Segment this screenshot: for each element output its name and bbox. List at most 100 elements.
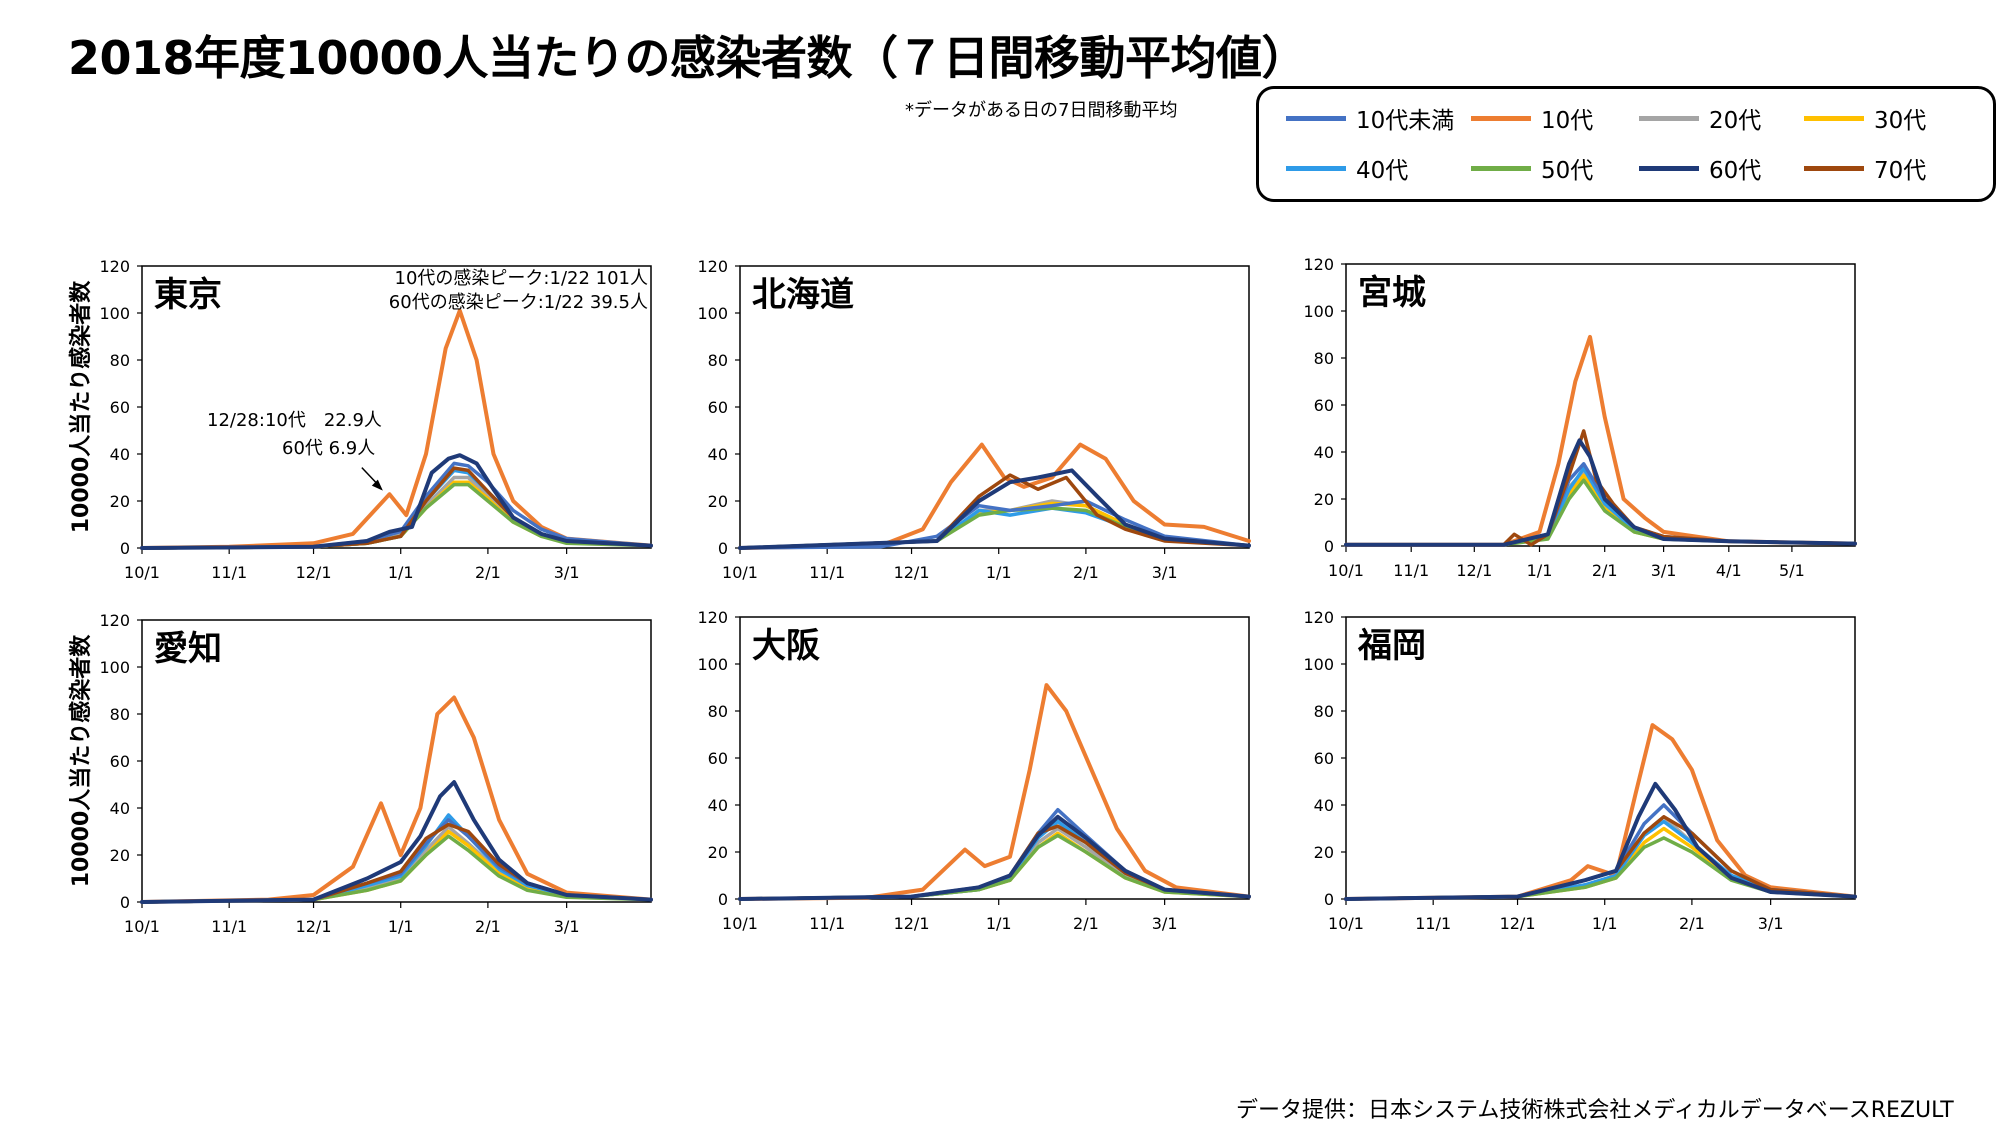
y-tick-label: 0	[718, 890, 728, 909]
y-tick-label: 120	[99, 611, 130, 630]
y-tick-label: 100	[697, 655, 728, 674]
chart-panel: 0 20 40 60 80 100 120 10/1 11/1 12/1 1/1 2/1 3/1 4/1 5…	[1303, 255, 1857, 580]
x-tick-label: 1/1	[1527, 561, 1553, 580]
series-line	[1344, 781, 1857, 901]
x-tick-label: 1/1	[388, 917, 414, 936]
y-tick-label: 120	[697, 608, 728, 627]
peak-annotation: 60代の感染ピーク:1/22 39.5人	[389, 292, 648, 313]
x-tick-label: 1/1	[986, 563, 1012, 582]
y-tick-label: 100	[697, 304, 728, 323]
panel-title: 大阪	[752, 626, 820, 666]
y-tick-label: 80	[708, 351, 728, 370]
y-tick-label: 20	[1314, 843, 1334, 862]
x-tick-label: 12/1	[894, 563, 930, 582]
x-tick-label: 10/1	[124, 917, 160, 936]
x-tick-label: 10/1	[1328, 561, 1364, 580]
y-tick-label: 80	[110, 351, 130, 370]
y-tick-label: 40	[708, 796, 728, 815]
y-axis-label-bottom: 10000人当たり感染者数	[68, 634, 94, 888]
chart-panel: 0 20 40 60 80 100 120 10/1 11/1 12/1 1/1 2/1 3/1 北海道	[697, 257, 1251, 582]
legend-swatch-2	[1471, 115, 1531, 121]
plot-frame	[1345, 616, 1856, 900]
series-line	[140, 308, 653, 550]
legend-label: 40代	[1356, 158, 1409, 184]
series-line	[738, 683, 1251, 901]
chart-panel: 0 20 40 60 80 100 120 10/1 11/1 12/1 1/1 2/1 3/1 東京 10…	[99, 257, 653, 582]
y-tick-label: 80	[1314, 702, 1334, 721]
x-tick-label: 11/1	[211, 563, 247, 582]
series-line	[738, 442, 1251, 550]
panel-title: 北海道	[752, 275, 854, 315]
x-tick-label: 2/1	[475, 917, 501, 936]
x-tick-label: 11/1	[1393, 561, 1429, 580]
legend-label: 10代	[1541, 108, 1594, 134]
x-tick-label: 12/1	[296, 563, 332, 582]
series-line	[738, 814, 1251, 901]
legend-label: 60代	[1709, 158, 1762, 184]
y-tick-label: 120	[1303, 608, 1334, 627]
panel-title: 福岡	[1357, 626, 1426, 666]
legend-item: 70代	[1804, 151, 1926, 185]
y-tick-label: 0	[1324, 537, 1334, 556]
x-tick-label: 2/1	[475, 563, 501, 582]
x-tick-label: 3/1	[554, 917, 580, 936]
legend-label: 50代	[1541, 158, 1594, 184]
x-tick-label: 11/1	[809, 563, 845, 582]
y-tick-label: 20	[110, 492, 130, 511]
y-tick-label: 80	[708, 702, 728, 721]
legend-label: 30代	[1874, 108, 1927, 134]
y-tick-label: 60	[110, 398, 130, 417]
y-tick-label: 0	[120, 539, 130, 558]
x-tick-label: 3/1	[1152, 563, 1178, 582]
y-tick-label: 20	[110, 846, 130, 865]
data-source-credit: データ提供：日本システム技術株式会社メディカルデータベースREZULT	[1236, 1098, 1954, 1123]
moving-average-note: *データがある日の7日間移動平均	[905, 100, 1178, 121]
series-line	[140, 834, 653, 904]
y-tick-label: 0	[1324, 890, 1334, 909]
x-tick-label: 1/1	[986, 914, 1012, 933]
legend-label: 70代	[1874, 158, 1927, 184]
y-tick-label: 0	[718, 539, 728, 558]
legend-swatch-5	[1286, 165, 1346, 171]
y-tick-label: 100	[99, 658, 130, 677]
x-tick-label: 2/1	[1592, 561, 1618, 580]
legend-label: 10代未満	[1356, 108, 1455, 134]
y-tick-label: 100	[1303, 655, 1334, 674]
series-line	[140, 453, 653, 550]
series-line	[1344, 723, 1857, 901]
x-tick-label: 3/1	[1651, 561, 1677, 580]
page-title: 2018年度10000人当たりの感染者数（７日間移動平均値）	[68, 31, 1308, 85]
series-line	[140, 780, 653, 904]
y-tick-label: 0	[120, 893, 130, 912]
legend: 10代未満 10代 20代 30代 40代 50代 60代 70代	[1256, 86, 1996, 202]
callout-annotation: 60代 6.9人	[282, 438, 375, 459]
chart-panel: 0 20 40 60 80 100 120 10/1 11/1 12/1 1/1 2/1 3/1 福岡	[1303, 608, 1857, 933]
legend-item: 40代	[1286, 151, 1408, 185]
x-tick-label: 12/1	[1500, 914, 1536, 933]
chart-panel: 0 20 40 60 80 100 120 10/1 11/1 12/1 1/1 2/1 3/1 愛知	[99, 611, 653, 936]
y-tick-label: 20	[708, 492, 728, 511]
x-tick-label: 3/1	[1152, 914, 1178, 933]
legend-label: 20代	[1709, 108, 1762, 134]
legend-item: 10代	[1471, 101, 1593, 135]
chart-panel: 0 20 40 60 80 100 120 10/1 11/1 12/1 1/1 2/1 3/1 大阪	[697, 608, 1251, 933]
legend-item: 60代	[1639, 151, 1761, 185]
peak-annotation: 10代の感染ピーク:1/22 101人	[395, 268, 648, 289]
y-tick-label: 60	[708, 398, 728, 417]
legend-swatch-7	[1639, 165, 1699, 171]
y-tick-label: 60	[1314, 749, 1334, 768]
y-tick-label: 60	[708, 749, 728, 768]
y-tick-label: 120	[1303, 255, 1334, 274]
x-tick-label: 12/1	[894, 914, 930, 933]
legend-item: 20代	[1639, 101, 1761, 135]
series-line	[1344, 438, 1857, 547]
legend-swatch-3	[1639, 115, 1699, 121]
callout-annotation: 12/28:10代 22.9人	[207, 410, 382, 431]
y-tick-label: 120	[99, 257, 130, 276]
x-tick-label: 2/1	[1073, 914, 1099, 933]
legend-swatch-6	[1471, 165, 1531, 171]
x-tick-label: 3/1	[1758, 914, 1784, 933]
callout-arrow-head	[371, 479, 383, 491]
x-tick-label: 10/1	[1328, 914, 1364, 933]
